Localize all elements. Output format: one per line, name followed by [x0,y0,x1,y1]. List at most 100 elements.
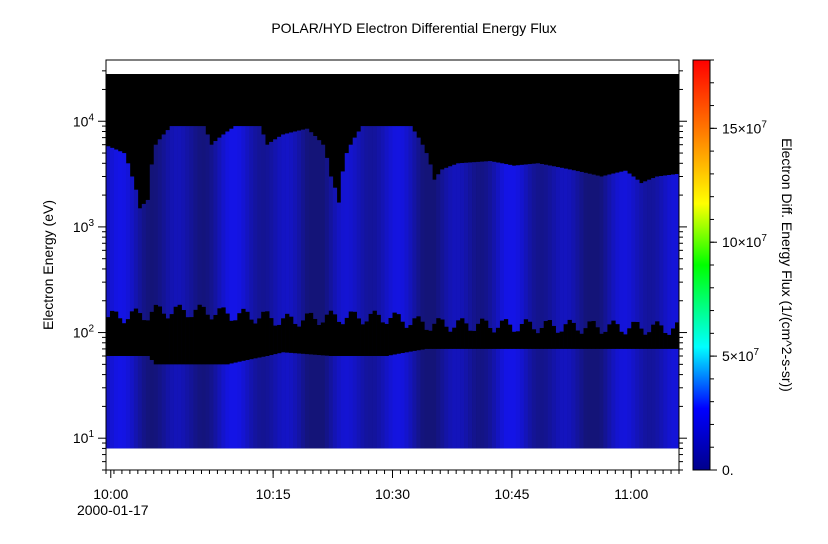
flux-column [448,166,453,449]
flux-column [575,171,580,449]
flux-column [647,179,652,449]
spectrogram-data [106,74,680,449]
flux-column [320,144,326,449]
y-tick-label: 104 [73,112,95,129]
flux-gap [555,332,560,349]
flux-gap [567,319,572,349]
flux-column [396,126,401,449]
y-tick-label: 102 [73,324,95,341]
colorbar-tick-label: 15×107 [722,119,767,136]
flux-gap [117,318,123,356]
flux-column [495,162,501,449]
flux-column [464,162,469,449]
flux-column [468,162,473,449]
flux-column [519,164,525,449]
flux-column [499,163,505,449]
flux-gap [623,334,628,349]
flux-gap [336,321,342,356]
flux-gap [149,311,155,360]
flux-column [587,173,592,449]
flux-column [289,132,294,449]
flux-gap [444,326,449,349]
flux-gap [663,333,668,349]
flux-column [603,175,608,449]
flux-column [372,126,377,449]
flux-gap [464,323,469,349]
flux-column [360,126,365,449]
flux-gap [503,319,509,349]
flux-column [523,164,529,449]
flux-gap [257,318,262,358]
flux-gap [289,316,294,353]
flux-column [452,164,457,449]
flux-gap [297,326,302,354]
flux-gap [121,323,127,356]
flux-gap [519,324,525,349]
flux-column [197,126,202,449]
flux-gap [456,320,461,349]
flux-column [659,175,664,449]
flux-gap [440,319,445,349]
flux-column [161,134,166,449]
flux-gap [197,304,202,365]
flux-gap [480,318,485,349]
flux-column [173,126,178,449]
flux-gap [316,325,322,356]
flux-column [201,126,206,449]
flux-column [225,131,230,449]
flux-column [285,133,290,449]
flux-gap [185,317,190,365]
flux-gap [424,329,429,349]
flux-gap [607,324,612,349]
flux-column [121,153,127,449]
flux-gap [535,333,541,349]
flux-column [436,174,441,449]
flux-gap [392,312,397,355]
flux-gap [472,330,477,349]
flux-column [376,126,381,449]
flux-gap [515,331,521,349]
flux-column [627,173,632,449]
flux-gap [651,324,656,349]
flux-column [671,174,676,449]
flux-column [571,170,576,449]
flux-column [663,175,668,449]
flux-column [503,164,509,449]
flux-column [297,130,302,449]
flux-gap [277,324,282,354]
flux-gap [269,318,274,356]
flux-gap [551,325,556,349]
flux-gap [671,328,676,349]
flux-gap [539,327,545,349]
flux-column [106,146,111,449]
flux-column [125,163,131,449]
flux-gap [209,319,214,365]
colorbar-tick-label: 0. [722,462,734,478]
flux-gap [320,322,326,356]
x-tick-label: 10:45 [494,486,529,502]
flux-gap [619,331,624,349]
flux-gap [304,313,310,355]
flux-gap [527,321,533,349]
flux-column [273,139,278,449]
flux-column [420,144,425,449]
flux-column [555,167,560,449]
flux-column [109,147,115,449]
flux-gap [655,321,660,349]
flux-column [488,161,493,449]
flux-gap [364,321,369,356]
flux-gap [106,317,111,356]
flux-gap [491,332,497,349]
flux-gap [523,319,529,349]
flux-column [281,134,286,449]
flux-gap [249,319,254,360]
flux-gap [241,308,246,361]
flux-gap [484,320,489,349]
flux-gap [587,321,592,349]
flux-column [428,164,433,449]
y-axis-label: Electron Energy (eV) [40,200,56,330]
flux-column [472,162,477,449]
flux-gap [205,314,210,365]
flux-gap [531,329,537,349]
flux-gap [647,332,652,349]
